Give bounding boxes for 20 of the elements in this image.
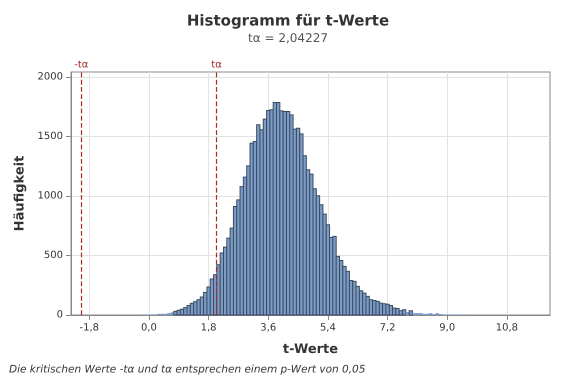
y-tick-label: 500 <box>44 250 63 261</box>
x-tick-label: 10,8 <box>496 322 518 334</box>
x-tick-label: 5,4 <box>320 322 336 334</box>
y-tick-label: 2000 <box>38 71 63 82</box>
y-tick-label: 1000 <box>38 190 63 202</box>
ref-line-label: tα <box>211 60 222 70</box>
x-tick-label: -1,8 <box>79 322 99 334</box>
x-tick-label: 1,8 <box>200 322 217 334</box>
x-tick-label: 0,0 <box>140 322 157 334</box>
x-axis-title: t-Werte <box>282 342 338 357</box>
x-tick-label: 9,0 <box>439 322 456 334</box>
ref-line-label: -tα <box>74 60 89 70</box>
y-axis-title: Häufigkeit <box>12 156 28 232</box>
chart-title: Histogramm für t-Werte <box>186 12 390 30</box>
chart-subtitle: tα = 2,04227 <box>248 31 328 45</box>
y-tick-label: 1500 <box>38 130 63 142</box>
y-tick-label: 0 <box>56 310 63 320</box>
text: Die kritischen Werte -tα und tα entsprechen einem p-Wert von 0,05 <box>9 364 366 376</box>
x-tick-label: 7,2 <box>380 322 396 334</box>
x-tick-label: 3,6 <box>260 322 276 334</box>
